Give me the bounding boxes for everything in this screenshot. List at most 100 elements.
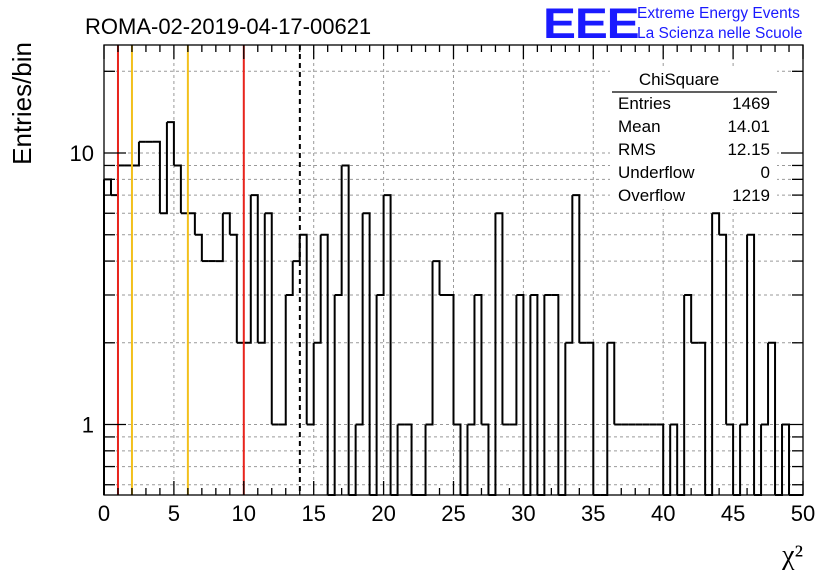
stats-box: ChiSquare Entries 1469 Mean 14.01 RMS 12… (610, 69, 777, 209)
axis-ticks (103, 45, 804, 495)
histogram-bin (740, 234, 749, 426)
histogram-bin (166, 121, 175, 166)
histogram-bin (222, 212, 231, 235)
x-tick-label: 40 (651, 501, 675, 526)
x-tick-label: 20 (371, 501, 395, 526)
histogram-bin (313, 234, 322, 344)
histogram-bin (656, 423, 665, 495)
histogram-bin (558, 342, 567, 496)
histogram-bin (362, 212, 371, 495)
histogram-bin (698, 341, 707, 495)
histogram-bin (159, 122, 168, 215)
histogram-bin (677, 294, 686, 496)
histogram-bin (285, 261, 294, 296)
histogram-bin (474, 293, 483, 425)
histogram-bin (432, 260, 441, 295)
histogram-bin (572, 194, 581, 343)
histogram-bin (768, 341, 777, 495)
stats-value-rms: 12.15 (727, 140, 770, 159)
histogram-bin (131, 141, 140, 167)
histogram-bin (104, 178, 112, 196)
histogram-bin (551, 293, 560, 495)
logo-text-line1: Extreme Energy Events (637, 5, 800, 22)
histogram-bin (530, 293, 539, 495)
stats-label-entries: Entries (618, 94, 671, 113)
histogram-bin (173, 164, 182, 214)
histogram-bin (355, 213, 364, 426)
histogram-bin (299, 233, 308, 425)
histogram-bin (705, 213, 714, 496)
histogram-bin (565, 195, 574, 344)
histogram-bin (467, 294, 476, 426)
histogram-bin (334, 165, 343, 296)
histogram-bin (425, 261, 434, 426)
histogram-bin (110, 165, 119, 197)
histogram-bin (509, 294, 518, 426)
histogram-bin (523, 294, 532, 496)
y-axis-label: Entries/bin (7, 42, 37, 165)
x-tick-label: 30 (511, 501, 535, 526)
histogram-bin (369, 294, 378, 496)
histogram-bin (320, 233, 329, 495)
histogram-bin (537, 294, 546, 496)
histogram-bin (719, 233, 728, 425)
histogram-bin (761, 342, 770, 426)
chart-title: ROMA-02-2019-04-17-00621 (85, 14, 371, 39)
histogram-bin (152, 140, 161, 214)
histogram-bin (453, 423, 462, 495)
histogram-bin (481, 423, 490, 495)
histogram-bin (747, 233, 756, 495)
x-tick-label: 25 (441, 501, 465, 526)
stats-label-mean: Mean (618, 117, 661, 136)
tick-labels: 0 5 10 15 20 25 30 35 40 45 50 1 10 (70, 141, 816, 526)
histogram-bin (516, 293, 525, 495)
histogram-bin (404, 423, 413, 495)
histogram-bin (257, 213, 266, 344)
x-tick-label: 5 (168, 501, 180, 526)
logo-text-line2: La Scienza nelle Scuole (637, 25, 803, 42)
eee-logo: EEE Extreme Energy Events La Scienza nel… (543, 2, 833, 46)
histogram-bin (215, 213, 224, 263)
histogram-bin (243, 195, 252, 344)
x-tick-label: 0 (98, 501, 110, 526)
histogram-bin (194, 233, 203, 262)
histogram-bin (495, 212, 504, 425)
stats-value-entries: 1469 (732, 94, 770, 113)
histogram-bin (586, 341, 595, 495)
histogram-bin (607, 341, 616, 425)
histogram-bin (292, 234, 301, 263)
histogram-bin (229, 233, 238, 343)
histogram-bin (187, 212, 196, 235)
stats-value-underflow: 0 (761, 163, 770, 182)
x-tick-label: 35 (581, 501, 605, 526)
x-axis-label: χ² (781, 540, 803, 571)
x-tick-label: 15 (301, 501, 325, 526)
histogram-bin (488, 213, 497, 496)
x-tick-label: 50 (791, 501, 815, 526)
histogram-bin (341, 164, 350, 495)
histogram-bin (383, 194, 392, 495)
eee-logo-mark: EEE (543, 0, 640, 48)
stats-label-underflow: Underflow (618, 163, 695, 182)
histogram-bin (264, 212, 273, 425)
stats-box-title: ChiSquare (639, 70, 719, 89)
y-tick-label: 10 (70, 141, 94, 166)
histogram-bin (446, 293, 455, 425)
y-tick-label: 1 (82, 413, 94, 438)
histogram-bin (684, 293, 693, 343)
reference-lines (116, 45, 301, 495)
histogram-bin (600, 342, 609, 496)
histogram-bin (278, 294, 287, 426)
x-tick-label: 45 (721, 501, 745, 526)
histogram-bin (376, 195, 385, 296)
stats-value-mean: 14.01 (727, 117, 770, 136)
histogram-bin (670, 423, 679, 495)
stats-label-rms: RMS (618, 140, 656, 159)
histogram-bin (306, 342, 315, 426)
stats-value-overflow: 1219 (732, 186, 770, 205)
histogram-bin (250, 194, 259, 343)
stats-label-overflow: Overflow (618, 186, 686, 205)
histogram-bin (712, 212, 721, 235)
histogram-bin (327, 294, 336, 496)
histogram-bin (726, 423, 735, 495)
